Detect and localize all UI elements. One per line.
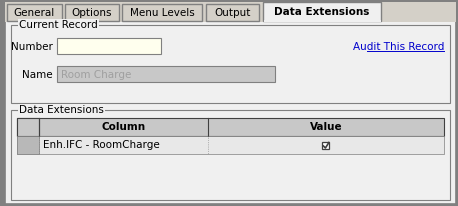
Bar [17,136,39,154]
Bar [5,20,456,204]
Bar [264,20,381,22]
Text: Column: Column [101,122,145,132]
Text: Room Charge: Room Charge [61,70,131,80]
Bar [11,110,450,200]
Bar [17,118,39,136]
Text: Data Extensions: Data Extensions [274,7,370,16]
Bar [17,136,444,154]
Text: Output: Output [214,7,251,18]
Bar [65,4,120,21]
Text: General: General [14,7,55,18]
Text: Audit This Record: Audit This Record [353,42,444,52]
Bar [263,2,381,21]
Bar [122,4,202,21]
Text: Menu Levels: Menu Levels [130,7,194,18]
Bar [206,4,259,21]
Bar [17,118,444,136]
Text: Current Record: Current Record [19,20,98,30]
Text: Value: Value [310,122,342,132]
Text: Name: Name [22,70,53,80]
Bar [322,142,329,149]
Bar [57,38,161,54]
Text: Options: Options [72,7,112,18]
Bar [57,66,275,82]
Text: Data Extensions: Data Extensions [19,105,104,115]
Bar [11,25,450,103]
Text: Number: Number [11,42,53,52]
Bar [5,2,456,22]
Text: Enh.IFC - RoomCharge: Enh.IFC - RoomCharge [43,140,159,150]
Bar [7,4,62,21]
